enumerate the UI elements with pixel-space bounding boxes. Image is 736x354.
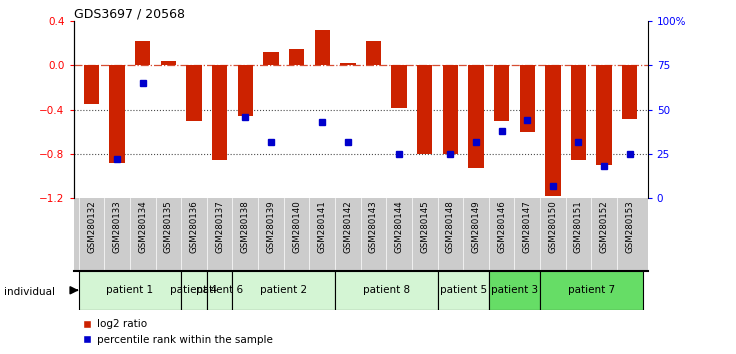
Legend: log2 ratio, percentile rank within the sample: log2 ratio, percentile rank within the s… [79, 315, 277, 349]
Bar [417, 65, 432, 154]
Text: GSM280141: GSM280141 [318, 200, 327, 253]
Bar [160, 61, 176, 65]
Text: GSM280151: GSM280151 [574, 200, 583, 253]
Text: GDS3697 / 20568: GDS3697 / 20568 [74, 7, 185, 20]
Text: GSM280134: GSM280134 [138, 200, 147, 253]
Bar [84, 65, 99, 104]
Bar [314, 30, 330, 65]
Text: patient 5: patient 5 [439, 285, 486, 295]
Text: patient 6: patient 6 [196, 285, 243, 295]
Bar [571, 65, 586, 160]
Bar [494, 65, 509, 121]
Text: GSM280145: GSM280145 [420, 200, 429, 253]
Text: patient 3: patient 3 [491, 285, 538, 295]
Bar [622, 65, 637, 119]
Bar [437, 271, 489, 310]
Text: GSM280137: GSM280137 [215, 200, 224, 253]
Text: GSM280143: GSM280143 [369, 200, 378, 253]
Text: patient 2: patient 2 [261, 285, 308, 295]
Bar [340, 63, 355, 65]
Bar [289, 49, 304, 65]
Bar [392, 65, 407, 108]
Bar [596, 65, 612, 165]
Text: patient 8: patient 8 [363, 285, 410, 295]
Bar [545, 65, 561, 196]
Bar [238, 65, 253, 116]
Text: GSM280146: GSM280146 [497, 200, 506, 253]
Bar [79, 271, 181, 310]
Bar [181, 271, 207, 310]
Text: GSM280144: GSM280144 [394, 200, 403, 253]
Bar [186, 65, 202, 121]
Text: GSM280138: GSM280138 [241, 200, 250, 253]
Text: GSM280153: GSM280153 [626, 200, 634, 253]
Text: individual: individual [4, 287, 54, 297]
Text: GSM280142: GSM280142 [343, 200, 353, 253]
Bar [110, 65, 125, 163]
Bar [468, 65, 484, 169]
Text: GSM280139: GSM280139 [266, 200, 275, 253]
Bar [233, 271, 335, 310]
Bar [366, 41, 381, 65]
Text: GSM280135: GSM280135 [164, 200, 173, 253]
Text: GSM280136: GSM280136 [190, 200, 199, 253]
Text: GSM280152: GSM280152 [600, 200, 609, 253]
Text: patient 4: patient 4 [171, 285, 218, 295]
Bar [212, 65, 227, 160]
Text: GSM280148: GSM280148 [446, 200, 455, 253]
Bar [263, 52, 279, 65]
Text: GSM280133: GSM280133 [113, 200, 121, 253]
Bar [135, 41, 150, 65]
Text: GSM280140: GSM280140 [292, 200, 301, 253]
Text: GSM280149: GSM280149 [472, 200, 481, 253]
Bar [540, 271, 643, 310]
Text: patient 7: patient 7 [567, 285, 615, 295]
Bar [520, 65, 535, 132]
Bar [207, 271, 233, 310]
Text: GSM280132: GSM280132 [87, 200, 96, 253]
Bar [489, 271, 540, 310]
Text: GSM280150: GSM280150 [548, 200, 557, 253]
Text: GSM280147: GSM280147 [523, 200, 531, 253]
Text: patient 1: patient 1 [107, 285, 154, 295]
Bar [442, 65, 458, 154]
Bar [335, 271, 437, 310]
